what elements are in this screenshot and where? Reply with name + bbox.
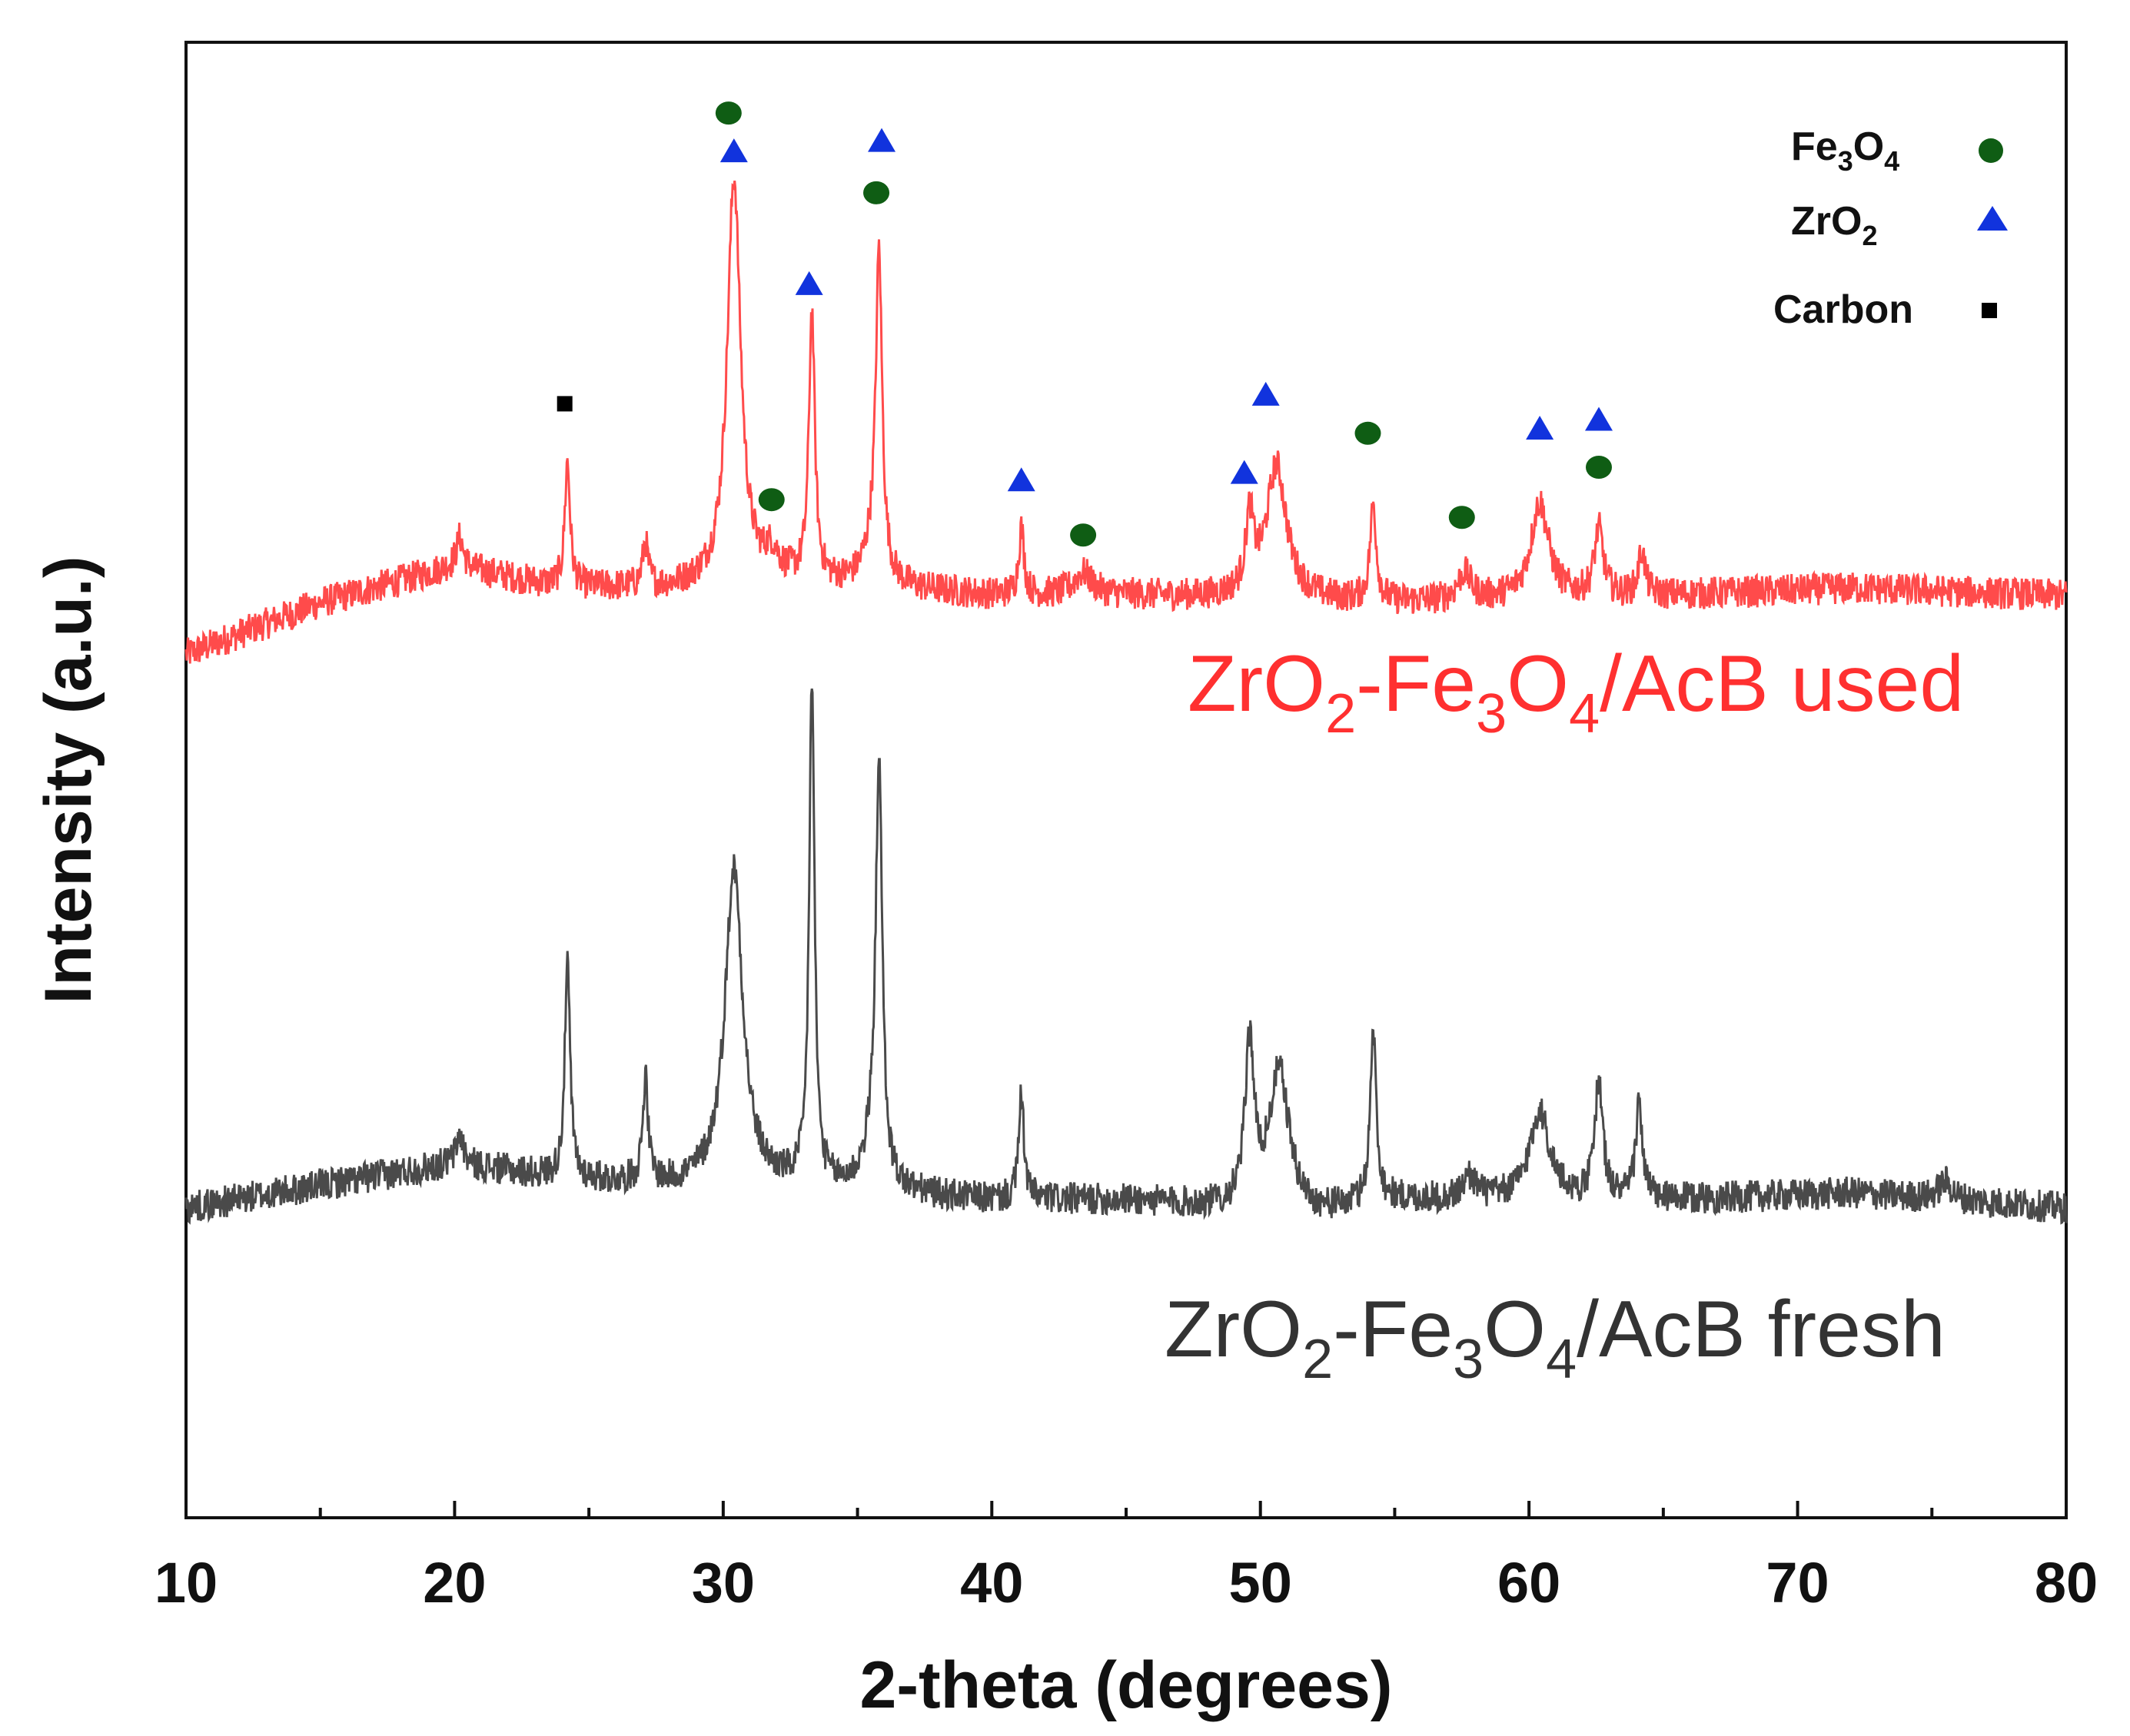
series-label-used-part: /AcB used: [1600, 639, 1964, 729]
series-label-used-sub: 4: [1569, 683, 1600, 745]
marker-fe3o4: [1354, 421, 1381, 445]
marker-zro2: [868, 128, 896, 152]
marker-fe3o4: [1448, 506, 1475, 529]
legend-marker-carbon: [1982, 303, 1997, 318]
marker-fe3o4: [715, 101, 742, 125]
legend-label-part: Fe: [1791, 124, 1838, 169]
series-used: [184, 180, 2068, 664]
marker-fe3o4: [758, 488, 785, 512]
x-tick-label: 60: [1497, 1551, 1560, 1615]
phase-markers: [557, 101, 1613, 547]
series-label-fresh-part: O: [1484, 1285, 1546, 1374]
marker-zro2: [1584, 407, 1613, 431]
series-line-fresh: [184, 688, 2068, 1225]
series-label-used-part: ZrO: [1188, 639, 1325, 729]
series-line-used: [184, 180, 2068, 664]
series-label-fresh-sub: 2: [1302, 1329, 1333, 1390]
legend-marker-zro2: [1977, 206, 2008, 231]
series-label-fresh-sub: 3: [1453, 1329, 1484, 1390]
marker-fe3o4: [1585, 455, 1612, 479]
x-tick-label: 70: [1766, 1551, 1829, 1615]
marker-fe3o4: [1070, 523, 1097, 547]
legend-label-sub: 3: [1838, 145, 1853, 177]
marker-fe3o4: [863, 181, 890, 204]
legend: Fe3O4 ZrO2 Carbon: [1773, 124, 2008, 332]
marker-zro2: [1007, 467, 1035, 492]
series-label-fresh-part: ZrO: [1165, 1285, 1302, 1374]
legend-label-part: Carbon: [1773, 287, 1913, 332]
x-tick-label: 20: [423, 1551, 486, 1615]
legend-label-part: O: [1853, 124, 1884, 169]
series-label-fresh: ZrO2-Fe3O4/AcB fresh: [1165, 1285, 1946, 1390]
y-axis-label: Intensity (a.u.): [32, 556, 105, 1004]
series-label-used-part: -Fe: [1356, 639, 1476, 729]
series-label-used: ZrO2-Fe3O4/AcB used: [1188, 639, 1964, 745]
marker-zro2: [795, 271, 823, 295]
series-label-fresh-sub: 4: [1546, 1329, 1577, 1390]
legend-label-sub: 4: [1884, 145, 1899, 177]
legend-marker-fe3o4: [1979, 138, 2003, 163]
series-label-used-sub: 3: [1476, 683, 1507, 745]
legend-label-fe3o4: Fe3O4: [1791, 124, 1899, 177]
legend-label-sub: 2: [1862, 220, 1877, 251]
x-tick-label: 10: [155, 1551, 218, 1615]
series-label-used-part: O: [1507, 639, 1569, 729]
marker-zro2: [719, 138, 748, 163]
legend-label-zro2: ZrO2: [1791, 199, 1877, 251]
marker-zro2: [1526, 416, 1554, 440]
series-label-fresh-part: -Fe: [1333, 1285, 1453, 1374]
series-label-fresh-part: /AcB fresh: [1577, 1285, 1946, 1374]
legend-label-carbon: Carbon: [1773, 287, 1913, 332]
x-tick-label: 30: [692, 1551, 755, 1615]
marker-zro2: [1230, 460, 1258, 484]
x-tick-label: 80: [2035, 1551, 2098, 1615]
marker-carbon: [557, 396, 573, 412]
marker-zro2: [1251, 381, 1280, 406]
series-fresh: [184, 688, 2068, 1225]
series-label-used-sub: 2: [1325, 683, 1356, 745]
x-tick-label: 40: [960, 1551, 1023, 1615]
x-tick-label: 50: [1229, 1551, 1292, 1615]
x-axis-label: 2-theta (degrees): [860, 1648, 1393, 1722]
legend-label-part: ZrO: [1791, 199, 1862, 244]
x-axis-ticks: 10 20 30 40 50 60 70 80: [155, 1501, 2098, 1615]
